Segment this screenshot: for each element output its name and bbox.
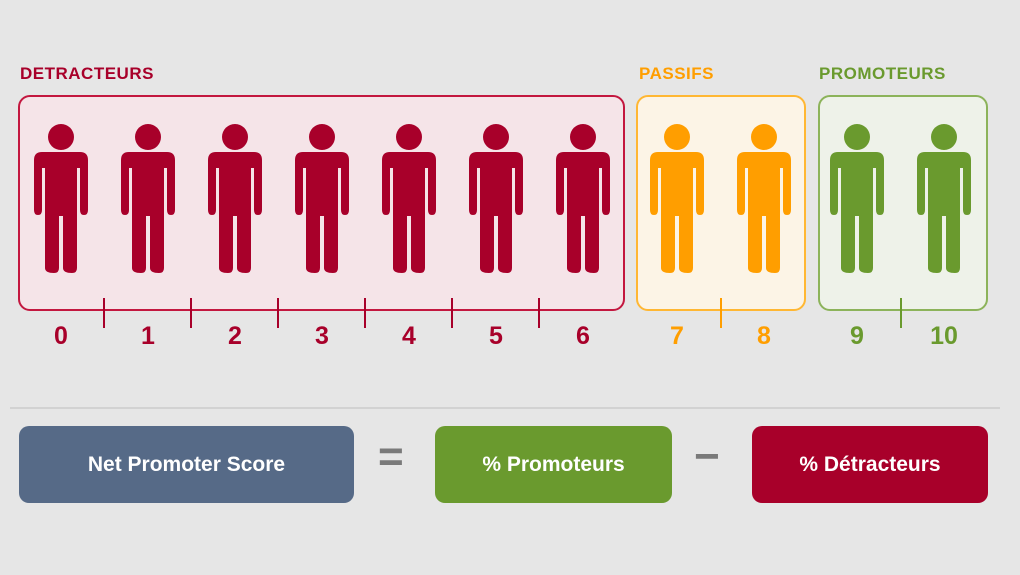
minus-sign: − bbox=[694, 432, 720, 481]
person-icon bbox=[650, 124, 704, 273]
detractors-tick bbox=[277, 298, 279, 328]
promoters-tick bbox=[900, 298, 902, 328]
nps-box: Net Promoter Score bbox=[19, 426, 354, 503]
person-icon bbox=[917, 124, 971, 273]
detractors-tick bbox=[538, 298, 540, 328]
person-icon bbox=[382, 124, 436, 273]
score-8: 8 bbox=[757, 322, 771, 350]
person-icon bbox=[556, 124, 610, 273]
person-icon bbox=[469, 124, 523, 273]
detractors-percent-box: % Détracteurs bbox=[752, 426, 988, 503]
divider bbox=[10, 407, 1000, 409]
detractors-tick bbox=[190, 298, 192, 328]
label-detractors: DETRACTEURS bbox=[20, 64, 154, 83]
score-0: 0 bbox=[54, 322, 68, 350]
person-icon bbox=[121, 124, 175, 273]
equals-sign: = bbox=[378, 432, 404, 481]
score-4: 4 bbox=[402, 322, 416, 350]
person-icon bbox=[295, 124, 349, 273]
score-3: 3 bbox=[315, 322, 329, 350]
person-icon bbox=[34, 124, 88, 273]
person-icon bbox=[208, 124, 262, 273]
detractors-tick bbox=[364, 298, 366, 328]
passives-tick bbox=[720, 298, 722, 328]
score-10: 10 bbox=[930, 322, 958, 350]
detractors-tick bbox=[103, 298, 105, 328]
promoters-percent-box: % Promoteurs bbox=[435, 426, 672, 503]
score-9: 9 bbox=[850, 322, 864, 350]
score-7: 7 bbox=[670, 322, 684, 350]
person-icon bbox=[830, 124, 884, 273]
label-passives: PASSIFS bbox=[639, 64, 714, 83]
detractors-tick bbox=[451, 298, 453, 328]
person-icon bbox=[737, 124, 791, 273]
score-1: 1 bbox=[141, 322, 155, 350]
score-6: 6 bbox=[576, 322, 590, 350]
label-promoters: PROMOTEURS bbox=[819, 64, 946, 83]
score-2: 2 bbox=[228, 322, 242, 350]
score-5: 5 bbox=[489, 322, 503, 350]
